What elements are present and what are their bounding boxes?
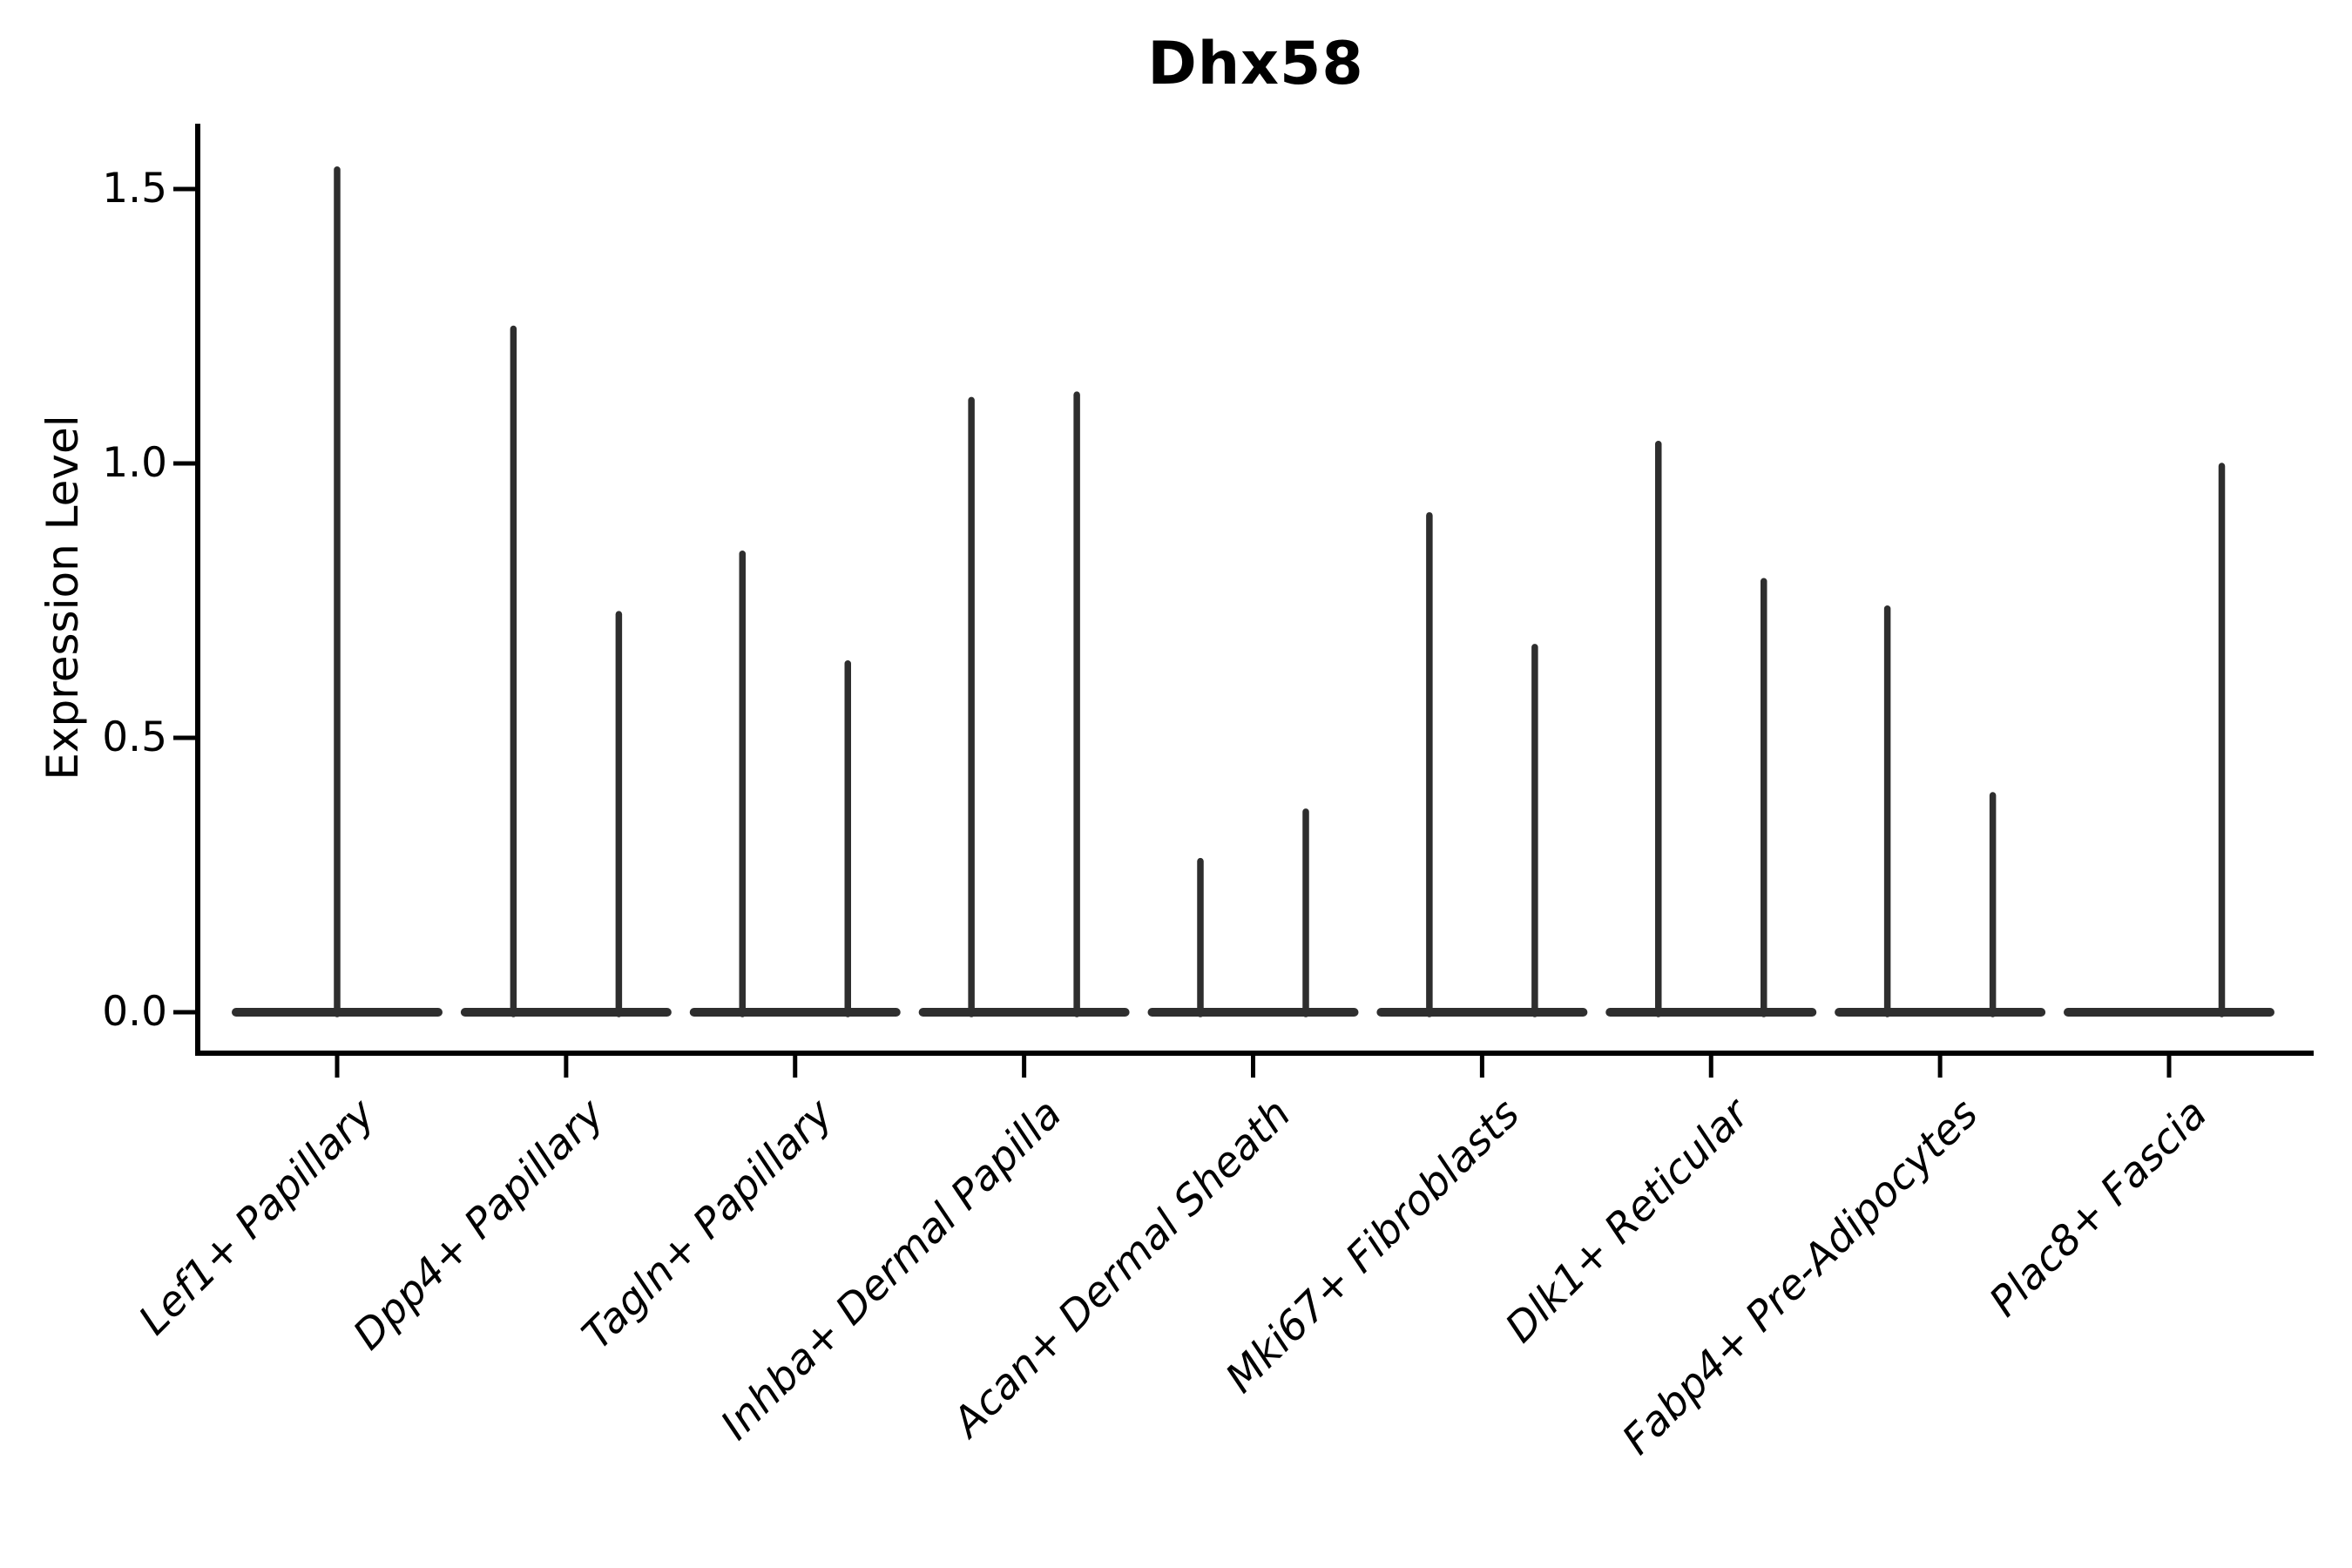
y-tick-label: 0.5 xyxy=(102,713,167,761)
violin-baseline xyxy=(1147,1008,1359,1017)
y-tick-label: 1.0 xyxy=(102,439,167,487)
y-tick-label: 1.5 xyxy=(102,165,167,213)
y-tick-label: 0.0 xyxy=(102,988,167,1036)
violin-baseline xyxy=(1376,1008,1588,1017)
y-axis-label: Expression Level xyxy=(37,415,88,781)
violin-baseline xyxy=(1605,1008,1817,1017)
violin-baseline xyxy=(2064,1008,2274,1017)
violin-baseline xyxy=(1835,1008,2046,1017)
violin-baseline xyxy=(460,1008,672,1017)
violin-baseline xyxy=(689,1008,901,1017)
chart-title: Dhx58 xyxy=(1147,30,1364,98)
violin-baseline xyxy=(918,1008,1130,1017)
